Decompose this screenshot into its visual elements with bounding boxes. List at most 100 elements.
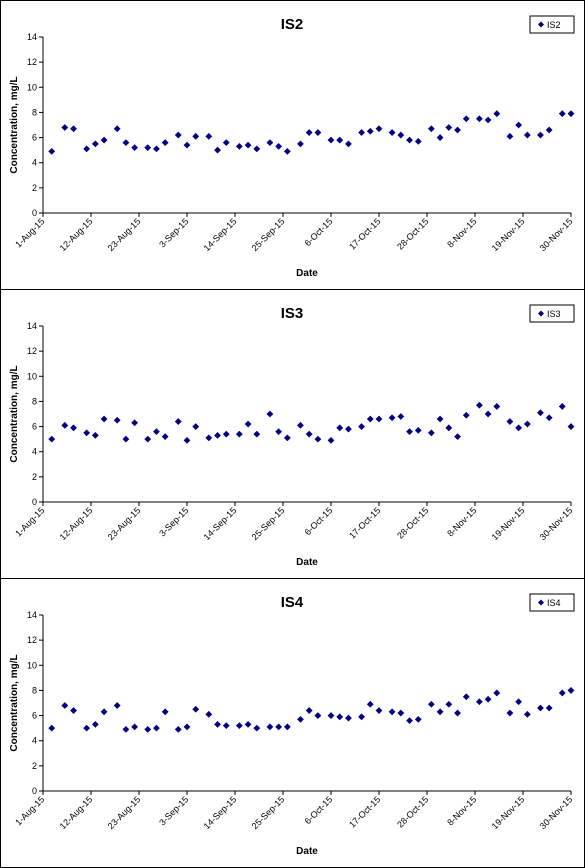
data-point xyxy=(475,698,483,706)
data-point xyxy=(475,115,483,123)
data-point xyxy=(366,127,374,135)
data-point xyxy=(484,410,492,418)
data-point xyxy=(358,713,365,721)
x-tick-label: 17-Oct-15 xyxy=(347,794,382,829)
data-point xyxy=(506,709,514,717)
x-tick-label: 17-Oct-15 xyxy=(347,216,382,251)
data-point xyxy=(484,695,492,703)
data-point xyxy=(266,139,274,146)
y-axis-title: Concentration, mg/L xyxy=(9,365,20,462)
y-axis-title: Concentration, mg/L xyxy=(9,654,20,751)
data-point xyxy=(61,124,69,131)
x-tick-label: 12-Aug-15 xyxy=(58,794,95,831)
data-point xyxy=(83,724,91,732)
x-tick-label: 28-Oct-15 xyxy=(395,505,430,540)
data-point xyxy=(336,424,344,432)
y-tick-label: 12 xyxy=(27,346,37,356)
data-point xyxy=(336,136,344,144)
data-point xyxy=(83,145,91,153)
data-point xyxy=(122,726,130,733)
legend-marker xyxy=(538,310,544,317)
data-point xyxy=(61,421,69,429)
data-point xyxy=(214,146,221,154)
data-point xyxy=(297,421,304,429)
data-point xyxy=(567,423,575,430)
data-point xyxy=(305,707,313,714)
data-point xyxy=(266,723,274,731)
data-point xyxy=(427,429,435,437)
data-point xyxy=(113,416,121,424)
data-point xyxy=(305,129,313,136)
data-point xyxy=(100,136,108,144)
data-point xyxy=(445,700,453,708)
data-point xyxy=(406,717,413,724)
data-point xyxy=(345,714,352,722)
y-tick-label: 4 xyxy=(32,447,37,457)
data-point xyxy=(48,148,56,155)
data-point xyxy=(515,698,523,706)
data-point xyxy=(397,709,405,717)
data-point xyxy=(427,700,435,708)
data-point xyxy=(205,132,213,140)
data-point xyxy=(327,712,335,719)
data-point xyxy=(214,720,221,728)
data-point xyxy=(375,125,383,133)
data-point xyxy=(558,110,566,118)
x-tick-label: 23-Aug-15 xyxy=(106,794,143,831)
data-point xyxy=(314,712,322,719)
data-point xyxy=(83,429,91,437)
data-point xyxy=(345,140,352,148)
data-point xyxy=(345,425,352,433)
data-point xyxy=(283,723,291,731)
data-point xyxy=(445,424,453,432)
data-point xyxy=(414,715,422,723)
data-point xyxy=(70,424,77,432)
legend-marker xyxy=(538,21,544,28)
legend-box xyxy=(529,304,575,323)
data-point xyxy=(462,693,470,701)
data-point xyxy=(493,403,501,410)
data-point xyxy=(462,115,470,123)
x-tick-label: 25-Sep-15 xyxy=(250,505,287,542)
data-point xyxy=(406,136,413,144)
data-point xyxy=(222,430,230,438)
y-tick-label: 4 xyxy=(32,736,37,746)
x-tick-label: 8-Nov-15 xyxy=(445,216,478,249)
data-point xyxy=(266,410,274,418)
data-point xyxy=(484,116,492,124)
data-point xyxy=(506,418,514,425)
data-point xyxy=(297,715,304,723)
data-point xyxy=(244,420,252,428)
data-point xyxy=(144,144,152,152)
data-point xyxy=(48,435,56,443)
data-point xyxy=(253,430,261,438)
data-point xyxy=(91,431,99,439)
x-tick-label: 14-Sep-15 xyxy=(202,216,239,253)
y-tick-label: 0 xyxy=(32,786,37,796)
data-point xyxy=(427,125,435,133)
chart-panel-is2: IS2 0 2 4 6 8 10 12 14 1-Aug-15 12-Aug-15 23-Aug-15… xyxy=(0,0,585,290)
data-point xyxy=(235,430,243,438)
data-point xyxy=(283,148,291,155)
y-tick-label: 6 xyxy=(32,711,37,721)
y-tick-label: 12 xyxy=(27,635,37,645)
data-point xyxy=(445,124,453,131)
y-tick-label: 14 xyxy=(27,321,37,331)
data-point xyxy=(314,129,322,136)
data-point xyxy=(523,710,531,718)
data-point xyxy=(327,136,335,144)
data-point xyxy=(205,434,213,442)
data-point xyxy=(506,132,514,140)
y-tick-label: 0 xyxy=(32,208,37,218)
legend-marker xyxy=(538,599,544,606)
data-point xyxy=(358,423,365,430)
x-tick-label: 6-Oct-15 xyxy=(303,505,335,537)
data-point xyxy=(192,423,200,430)
x-tick-label: 23-Aug-15 xyxy=(106,216,143,253)
x-axis-title: Date xyxy=(296,557,318,568)
data-point xyxy=(153,428,160,435)
legend-box xyxy=(529,593,575,612)
legend-label: IS4 xyxy=(547,598,561,608)
data-point xyxy=(222,722,230,730)
y-tick-label: 2 xyxy=(32,761,37,771)
